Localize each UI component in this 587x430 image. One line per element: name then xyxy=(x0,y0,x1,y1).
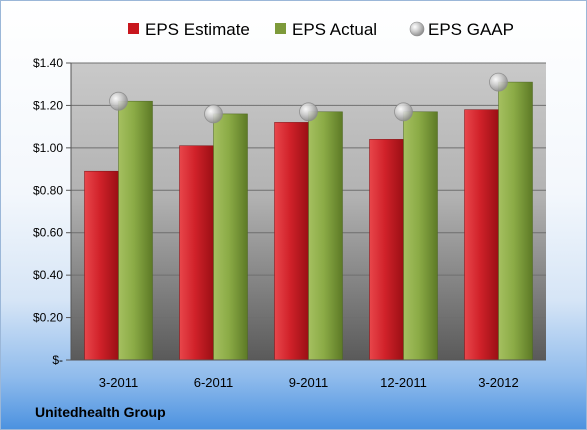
bar-eps-actual xyxy=(118,100,153,361)
x-tick-label: 3-2012 xyxy=(478,375,518,390)
bar-eps-estimate xyxy=(84,170,119,361)
y-tick-label: $0.20 xyxy=(33,311,63,325)
company-label: Unitedhealth Group xyxy=(35,404,166,420)
legend: EPS Estimate EPS Actual EPS GAAP xyxy=(128,20,514,39)
y-tick-label: $1.20 xyxy=(33,98,63,112)
x-tick-label: 12-2011 xyxy=(380,375,427,390)
legend-label: EPS Estimate xyxy=(145,20,250,39)
x-tick-label: 3-2011 xyxy=(99,375,139,390)
marker-eps-gaap xyxy=(204,104,223,124)
legend-label: EPS Actual xyxy=(292,20,377,39)
bar-eps-estimate xyxy=(274,122,309,361)
gaap-markers xyxy=(109,72,508,124)
bars xyxy=(84,81,533,361)
bar-eps-actual xyxy=(308,111,343,361)
marker-eps-gaap xyxy=(394,102,413,122)
x-tick-label: 9-2011 xyxy=(289,375,329,390)
y-tick-label: $1.40 xyxy=(33,56,63,70)
y-tick-label: $0.60 xyxy=(33,226,63,240)
legend-label: EPS GAAP xyxy=(428,20,514,39)
y-tick-label: $0.40 xyxy=(33,268,63,282)
marker-eps-gaap xyxy=(299,102,318,122)
y-tick-label: $- xyxy=(52,353,63,367)
bar-eps-estimate xyxy=(369,139,404,361)
bar-eps-actual xyxy=(213,113,248,361)
bar-eps-actual xyxy=(403,111,438,361)
marker-eps-gaap xyxy=(489,72,508,92)
y-tick-label: $1.00 xyxy=(33,141,63,155)
x-tick-label: 6-2011 xyxy=(194,375,234,390)
bar-eps-estimate xyxy=(464,109,499,361)
legend-swatch xyxy=(128,23,139,34)
legend-swatch xyxy=(275,23,286,34)
y-axis: $- $0.20 $0.40 $0.60 $0.80 $1.00 $1.20 $1.40 xyxy=(33,56,72,367)
x-axis: 3-2011 6-2011 9-2011 12-2011 3-2012 xyxy=(71,359,546,390)
marker-eps-gaap xyxy=(109,91,128,111)
y-tick-label: $0.80 xyxy=(33,183,63,197)
bar-eps-actual xyxy=(498,81,533,361)
bar-eps-estimate xyxy=(179,145,214,361)
legend-swatch xyxy=(409,21,425,37)
